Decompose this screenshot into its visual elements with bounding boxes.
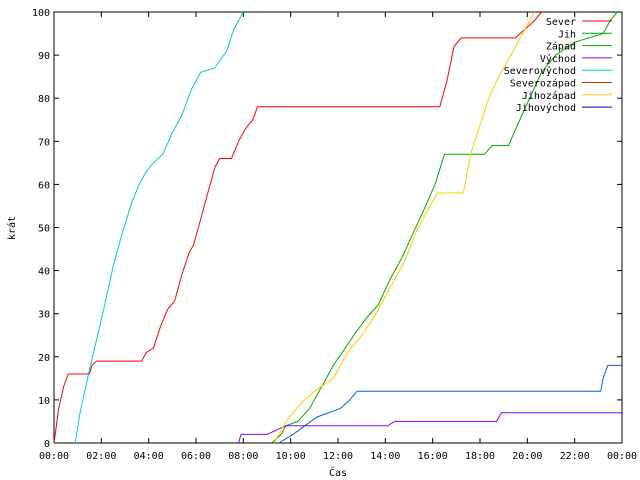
y-tick-label: 10 [38,396,50,407]
x-tick-label: 14:00 [370,451,400,462]
x-tick-label: 22:00 [560,451,590,462]
y-tick-label: 0 [44,439,50,450]
x-tick-label: 00:00 [607,451,637,462]
legend-label: Západ [546,41,576,53]
legend-label: Severozápad [510,78,576,90]
series-line-severozápad [278,364,622,444]
series-line-sever [53,11,542,444]
x-tick-label: 12:00 [323,451,353,462]
y-tick-label: 50 [38,224,50,235]
y-tick-label: 80 [38,94,50,105]
x-tick-label: 18:00 [465,451,495,462]
series-lines [53,11,622,444]
y-tick-label: 90 [38,51,50,62]
y-tick-label: 40 [38,267,50,278]
legend-label: Sever [546,17,576,28]
series-line-severovýchod [273,11,535,444]
x-tick-label: 10:00 [276,451,306,462]
y-tick-label: 30 [38,310,50,321]
y-tick-label: 60 [38,180,50,191]
y-tick-label: 70 [38,137,50,148]
legend: SeverJihZápadVýchodSeverovýchodSeverozáp… [504,17,612,114]
series-line-západ [238,412,622,444]
x-tick-label: 08:00 [228,451,258,462]
x-tick-label: 00:00 [39,451,69,462]
x-tick-label: 16:00 [418,451,448,462]
x-tick-label: 04:00 [134,451,164,462]
legend-label: Jih [558,29,576,40]
x-tick-label: 20:00 [512,451,542,462]
y-tick-label: 100 [32,8,50,19]
x-tick-label: 02:00 [86,451,116,462]
series-line-jih [271,11,618,444]
series-line-východ [74,11,244,444]
y-axis-label: krát [6,216,18,240]
axis-ticks: 00:00 02:00 04:00 06:00 08:00 10:00 12:00 14:00… [32,8,637,462]
x-axis-label: Čas [329,466,347,479]
legend-label: Východ [540,53,576,65]
x-tick-label: 06:00 [181,451,211,462]
y-tick-label: 20 [38,353,50,364]
legend-label: Severovýchod [504,65,576,77]
legend-label: Jihovýchod [516,102,576,114]
legend-label: Jihozápad [522,90,576,102]
